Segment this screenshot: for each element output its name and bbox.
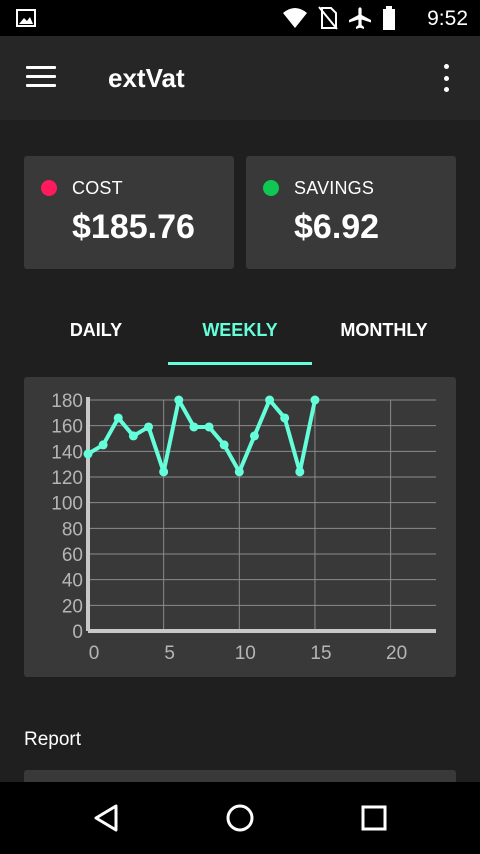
data-point (98, 440, 108, 450)
image-icon (16, 8, 36, 33)
data-point (234, 467, 244, 477)
tab-indicator (168, 362, 312, 365)
y-tick-label: 40 (62, 571, 83, 592)
main-content: COST $185.76 SAVINGS $6.92 DAILY WEEKLY … (0, 120, 480, 782)
data-point (174, 395, 184, 405)
x-tick-label: 20 (386, 643, 407, 664)
back-icon[interactable] (86, 800, 126, 836)
cost-value: $185.76 (72, 208, 195, 246)
data-point (280, 413, 290, 423)
battery-icon (382, 6, 396, 35)
data-point (189, 422, 199, 432)
data-point (144, 422, 154, 432)
y-tick-label: 160 (51, 417, 83, 438)
hamburger-menu-icon[interactable] (26, 66, 56, 90)
data-point (249, 431, 259, 441)
no-sim-icon (318, 6, 338, 35)
x-tick-label: 5 (164, 643, 175, 664)
tab-weekly[interactable]: WEEKLY (202, 320, 278, 340)
app-bar: extVat (0, 36, 480, 120)
y-tick-label: 100 (51, 494, 83, 515)
x-tick-label: 15 (310, 643, 331, 664)
y-tick-label: 0 (72, 622, 83, 643)
wifi-icon (282, 7, 308, 34)
data-point (159, 467, 169, 477)
savings-label: SAVINGS (294, 178, 375, 198)
data-point (310, 395, 320, 405)
home-icon[interactable] (220, 800, 260, 836)
app-title: extVat (108, 63, 185, 93)
series-line (86, 398, 317, 474)
data-point (113, 413, 123, 423)
report-label: Report (24, 729, 82, 750)
data-point (295, 467, 305, 477)
savings-card: SAVINGS $6.92 (246, 156, 456, 269)
y-tick-label: 120 (51, 468, 83, 489)
x-tick-label: 0 (89, 643, 100, 664)
report-card[interactable] (24, 770, 456, 782)
data-point (128, 431, 138, 441)
cost-dot-icon (41, 180, 57, 196)
line-chart: 0 20 40 60 80 100 120 140 160 180 0 5 10 15 20 (51, 391, 436, 664)
data-point (219, 440, 229, 450)
chart-card: 0 20 40 60 80 100 120 140 160 180 0 5 10 15 20 (24, 377, 456, 677)
data-point (204, 422, 214, 432)
recents-icon[interactable] (354, 800, 394, 836)
airplane-icon (348, 6, 372, 35)
data-point (83, 449, 93, 459)
data-point (265, 395, 275, 405)
tab-monthly[interactable]: MONTHLY (340, 320, 428, 340)
status-time: 9:52 (427, 7, 468, 30)
tab-daily[interactable]: DAILY (69, 320, 123, 340)
cost-card: COST $185.76 (24, 156, 234, 269)
y-tick-label: 80 (62, 519, 83, 540)
y-tick-label: 60 (62, 545, 83, 566)
y-tick-label: 140 (51, 442, 83, 463)
period-tabs: DAILY WEEKLY MONTHLY (24, 296, 456, 366)
savings-value: $6.92 (294, 208, 380, 246)
nav-bar (0, 782, 480, 854)
cost-label: COST (72, 178, 123, 198)
y-tick-label: 20 (62, 596, 83, 617)
savings-dot-icon (263, 180, 279, 196)
y-tick-label: 180 (51, 391, 83, 412)
x-tick-label: 10 (235, 643, 256, 664)
more-vertical-icon[interactable] (436, 64, 456, 92)
status-bar: 9:52 (0, 0, 480, 36)
